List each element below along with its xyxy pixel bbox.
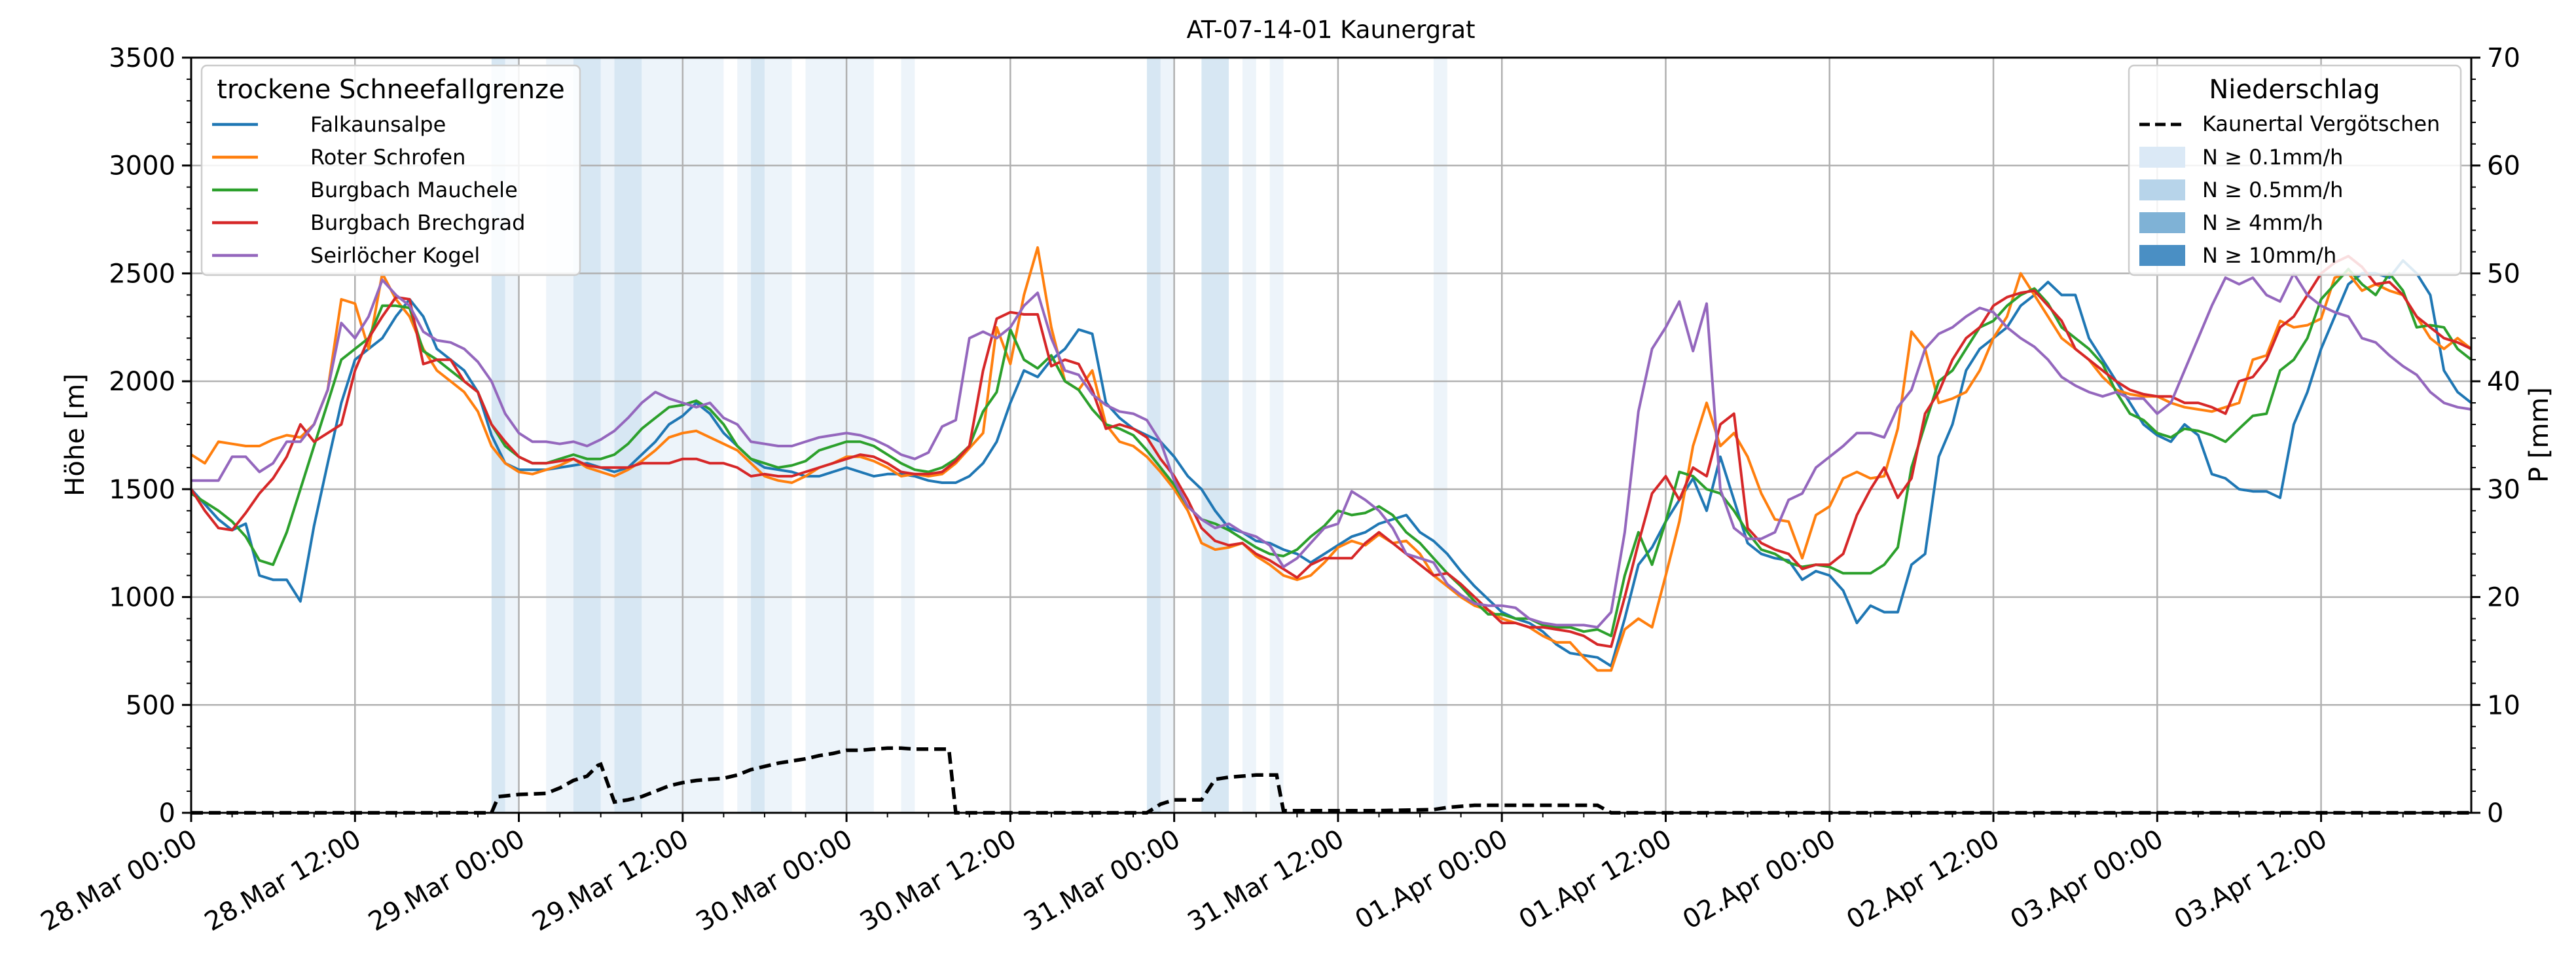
y2-tick-label: 60 bbox=[2487, 151, 2520, 181]
series-line bbox=[191, 272, 2472, 629]
x-tick-label: 29.Mar 12:00 bbox=[528, 824, 694, 937]
series-line bbox=[190, 255, 2472, 648]
legend-intensity-label: N ≥ 0.1mm/h bbox=[2202, 145, 2343, 170]
x-tick-label: 28.Mar 12:00 bbox=[200, 824, 366, 937]
precip-band bbox=[1433, 58, 1447, 813]
legend-intensity-label: N ≥ 4mm/h bbox=[2202, 210, 2323, 235]
legend-left-label: Seirlöcher Kogel bbox=[310, 243, 480, 268]
precip-band bbox=[737, 58, 752, 813]
series-lines bbox=[190, 246, 2473, 672]
x-tick-label: 02.Apr 00:00 bbox=[1678, 824, 1841, 935]
precip-line bbox=[191, 746, 2471, 815]
x-tick-label: 01.Apr 00:00 bbox=[1350, 824, 1513, 935]
chart-title: AT-07-14-01 Kaunergrat bbox=[1186, 16, 1475, 44]
precip-bands bbox=[491, 58, 1447, 813]
legend-left-title: trockene Schneefallgrenze bbox=[217, 75, 564, 105]
x-tick-label: 03.Apr 12:00 bbox=[2169, 824, 2332, 935]
y-axis-label: Höhe [m] bbox=[60, 373, 90, 496]
x-tick-label: 02.Apr 12:00 bbox=[1841, 824, 2005, 935]
y2-tick-label: 40 bbox=[2487, 367, 2520, 397]
legend-left-label: Burgbach Brechgrad bbox=[310, 210, 525, 235]
y-tick-label: 3000 bbox=[109, 151, 175, 181]
legend-left-label: Falkaunsalpe bbox=[310, 112, 446, 137]
y2-tick-label: 20 bbox=[2487, 583, 2520, 613]
series-line bbox=[190, 246, 2473, 672]
x-tick-label: 03.Apr 00:00 bbox=[2005, 824, 2168, 935]
x-tick-label: 30.Mar 00:00 bbox=[691, 824, 858, 937]
legend-left-items: Falkaunsalpe Roter Schrofen Burgbach Mauch… bbox=[212, 112, 525, 268]
y-tick-label: 2500 bbox=[109, 259, 175, 289]
legend-left-label: Burgbach Mauchele bbox=[310, 177, 518, 202]
x-tick-label: 01.Apr 12:00 bbox=[1514, 824, 1677, 935]
legend-left-box bbox=[200, 64, 581, 276]
legend-intensity-items: N ≥ 0.1mm/h N ≥ 0.5mm/h N ≥ 4mm/h N ≥ 10mm/… bbox=[2139, 145, 2343, 268]
x-tick-label: 31.Mar 00:00 bbox=[1019, 824, 1185, 937]
precip-band bbox=[751, 58, 765, 813]
x-tick-label: 31.Mar 12:00 bbox=[1183, 824, 1349, 937]
plot-frame bbox=[190, 56, 2473, 814]
legend-intensity-swatch bbox=[2139, 212, 2185, 233]
precip-band bbox=[764, 58, 792, 813]
y-tick-label: 3500 bbox=[109, 43, 175, 73]
precip-band bbox=[901, 58, 915, 813]
precip-line-path bbox=[191, 746, 2471, 815]
precip-band bbox=[1201, 58, 1229, 813]
y-tick-label: 0 bbox=[159, 798, 175, 829]
legend-intensity-label: N ≥ 10mm/h bbox=[2202, 243, 2336, 268]
y-tick-label: 2000 bbox=[109, 367, 175, 397]
legend-intensity-swatch bbox=[2139, 179, 2185, 200]
precip-band bbox=[1269, 58, 1284, 813]
series-line bbox=[190, 259, 2473, 667]
y2-tick-label: 50 bbox=[2487, 259, 2520, 289]
legend-left: trockene Schneefallgrenze Falkaunsalpe Ro… bbox=[200, 64, 581, 276]
y2-axis-label: P [mm] bbox=[2524, 387, 2554, 483]
x-tick-label: 30.Mar 12:00 bbox=[855, 824, 1021, 937]
precip-band bbox=[1146, 58, 1161, 813]
legend-intensity-label: N ≥ 0.5mm/h bbox=[2202, 177, 2343, 202]
y2-tick-label: 0 bbox=[2487, 798, 2503, 829]
y2-tick-label: 10 bbox=[2487, 690, 2520, 720]
legend-intensity-swatch bbox=[2139, 147, 2185, 168]
legend-right-box bbox=[2128, 64, 2462, 276]
legend-intensity-swatch bbox=[2139, 245, 2185, 266]
legend-right-title: Niederschlag bbox=[2209, 75, 2380, 105]
legend-right: Niederschlag Kaunertal Vergötschen N ≥ 0… bbox=[2128, 64, 2462, 276]
precip-band bbox=[1160, 58, 1174, 813]
series-line bbox=[190, 267, 2473, 637]
legend-left-label: Roter Schrofen bbox=[310, 145, 465, 170]
x-tick-label: 28.Mar 00:00 bbox=[36, 824, 202, 937]
y-tick-label: 1500 bbox=[109, 475, 175, 505]
y2-tick-label: 70 bbox=[2487, 43, 2520, 73]
y-tick-label: 1000 bbox=[109, 583, 175, 613]
y2-tick-label: 30 bbox=[2487, 475, 2520, 505]
y-tick-label: 500 bbox=[126, 690, 175, 720]
precip-band bbox=[1242, 58, 1256, 813]
legend-precip-label: Kaunertal Vergötschen bbox=[2202, 111, 2440, 136]
x-tick-label: 29.Mar 00:00 bbox=[363, 824, 530, 937]
